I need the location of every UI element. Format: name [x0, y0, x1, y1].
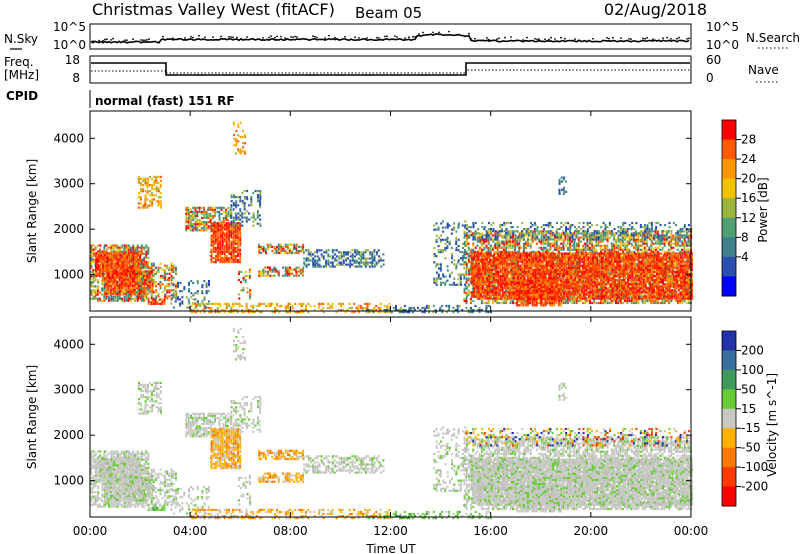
nave-tick-bottom: 0	[706, 71, 714, 85]
colorbar-segment	[722, 276, 736, 297]
freq-trace	[91, 62, 690, 76]
y-tick-label: 3000	[53, 177, 84, 191]
nave-trace	[91, 69, 690, 74]
nsearch-tick-bottom: 10^0	[706, 38, 739, 52]
beam-label: Beam 05	[355, 4, 422, 22]
colorbar-tick-label: -100	[741, 460, 768, 474]
colorbar-segment	[722, 178, 736, 199]
power-scatter	[90, 121, 694, 314]
colorbar-tick-label: 12	[741, 211, 756, 225]
nsky-label: N.Sky	[4, 32, 38, 46]
cpid-mode: normal (fast) 151 RF	[95, 94, 235, 108]
colorbar-tick-label: -15	[741, 421, 761, 435]
x-tick-label: 04:00	[173, 524, 208, 538]
x-axis-ticks: 00:00 04:00 08:00 12:00 16:00 20:00 00:00	[73, 111, 709, 538]
freq-unit-label: [MHz]	[4, 68, 39, 82]
colorbar-tick-label: 28	[741, 133, 756, 147]
y-tick-label: 1000	[53, 474, 84, 488]
colorbar-segment	[722, 389, 736, 410]
colorbar-segment	[722, 486, 736, 507]
power-colorbar: 28 24 20 16 12 8 4	[721, 119, 756, 297]
figure-title: Christmas Valley West (fitACF)	[92, 0, 335, 19]
colorbar-tick-label: 100	[741, 363, 764, 377]
colorbar-tick-label: 4	[741, 250, 749, 264]
power-y-ticks: 1000 2000 3000 4000	[53, 131, 691, 282]
nsearch-tick-top: 10^5	[706, 20, 739, 34]
colorbar-segment	[722, 447, 736, 468]
nsky-trace	[90, 30, 690, 44]
velocity-panel: Slant Range [km] 1000 2000 3000 4000 200 100…	[25, 316, 779, 520]
colorbar-segment	[722, 331, 736, 351]
y-tick-label: 4000	[53, 337, 84, 351]
colorbar-tick-label: 16	[741, 191, 756, 205]
velocity-ylabel: Slant Range [km]	[25, 365, 39, 469]
velocity-y-ticks: 1000 2000 3000 4000	[53, 337, 691, 488]
colorbar-segment	[722, 237, 736, 258]
nave-tick-top: 60	[706, 53, 721, 67]
power-panel: Slant Range [km] 1000 2000 3000 4000 28 24 20…	[25, 110, 770, 314]
colorbar-segment	[722, 256, 736, 277]
colorbar-segment	[722, 120, 736, 141]
velocity-scatter	[90, 327, 694, 520]
colorbar-segment	[722, 159, 736, 180]
y-tick-label: 3000	[53, 383, 84, 397]
colorbar-tick-label: 200	[741, 343, 764, 357]
x-tick-label: 20:00	[574, 524, 609, 538]
y-tick-label: 2000	[53, 222, 84, 236]
colorbar-segment	[722, 217, 736, 238]
colorbar-segment	[722, 350, 736, 371]
colorbar-tick-label: -50	[741, 441, 761, 455]
date-label: 02/Aug/2018	[604, 0, 707, 19]
colorbar-tick-label: 8	[741, 230, 749, 244]
velocity-colorbar: 200 100 50 15 -15 -50 -100 -200	[721, 330, 768, 507]
velocity-colorbar-label: Velocity [m s^-1]	[765, 373, 779, 477]
power-colorbar-label: Power [dB]	[756, 177, 770, 242]
nave-label: Nave	[748, 63, 779, 77]
nsky-panel: N.Sky 10^5 10^0 10^5 10^0 N.Search	[4, 20, 800, 52]
freq-tick-top: 18	[65, 53, 80, 67]
x-tick-label: 08:00	[273, 524, 308, 538]
x-tick-label: 16:00	[473, 524, 508, 538]
nsearch-label: N.Search	[746, 31, 800, 45]
freq-label: Freq.	[4, 55, 34, 69]
nsky-tick-bottom: 10^0	[53, 38, 86, 52]
colorbar-tick-label: -200	[741, 480, 768, 494]
colorbar-segment	[722, 428, 736, 449]
x-tick-label: 00:00	[674, 524, 709, 538]
nsky-tick-top: 10^5	[53, 20, 86, 34]
colorbar-segment	[722, 467, 736, 488]
colorbar-segment	[722, 198, 736, 219]
y-tick-label: 2000	[53, 428, 84, 442]
colorbar-segment	[722, 369, 736, 390]
y-tick-label: 1000	[53, 268, 84, 282]
x-axis-label: Time UT	[365, 542, 416, 554]
x-tick-label: 00:00	[73, 524, 108, 538]
freq-tick-bottom: 8	[72, 71, 80, 85]
colorbar-tick-label: 24	[741, 152, 756, 166]
colorbar-segment	[722, 408, 736, 429]
power-ylabel: Slant Range [km]	[25, 159, 39, 263]
colorbar-tick-label: 15	[741, 402, 756, 416]
y-tick-label: 4000	[53, 131, 84, 145]
colorbar-tick-label: 50	[741, 382, 756, 396]
x-tick-label: 12:00	[373, 524, 408, 538]
freq-panel: Freq. [MHz] 18 8 60 0 Nave	[4, 53, 779, 85]
colorbar-segment	[722, 139, 736, 160]
cpid-label: CPID	[6, 89, 38, 103]
colorbar-tick-label: 20	[741, 172, 756, 186]
